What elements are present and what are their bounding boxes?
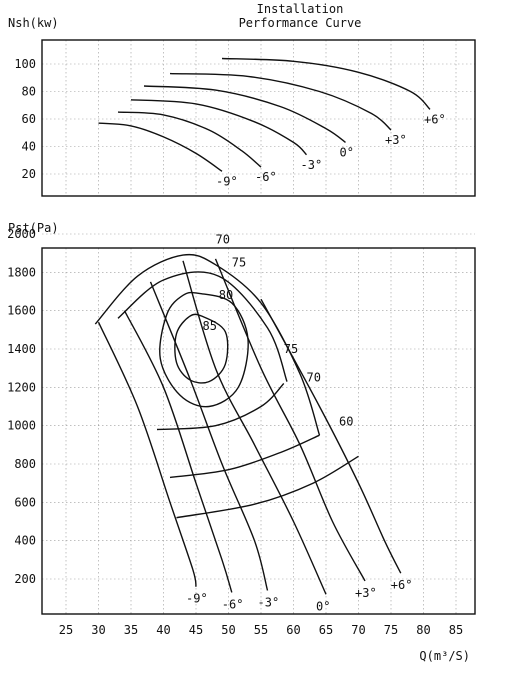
pressure-y-tick-label: 1400	[7, 342, 36, 356]
pressure-y-ticks: 200 400 600 800 1000 1200 1400 1600 1800 2000	[7, 227, 36, 586]
pressure-y-tick-label: 1000	[7, 419, 36, 433]
blade-angle-curve	[97, 321, 197, 587]
x-tick-label: 50	[221, 623, 235, 637]
x-tick-label: 25	[59, 623, 73, 637]
efficiency-label: 75	[284, 342, 298, 356]
bottom-y-axis-label: Pst(Pa)	[8, 221, 59, 235]
x-tick-label: 60	[286, 623, 300, 637]
power-curve	[117, 111, 262, 168]
x-axis-ticks: 25 30 35 40 45 50 55 60 65 70 75 80 85	[59, 623, 463, 637]
blade-angle-label: +6°	[391, 578, 413, 592]
pressure-y-tick-label: 200	[14, 572, 36, 586]
top-y-axis-label: Nsh(kw)	[8, 16, 59, 30]
x-tick-label: 85	[449, 623, 463, 637]
x-tick-label: 35	[124, 623, 138, 637]
x-tick-label: 30	[91, 623, 105, 637]
pressure-panel-frame	[41, 247, 476, 615]
x-tick-label: 55	[254, 623, 268, 637]
power-y-ticks: 20 40 60 80 100	[14, 57, 36, 181]
x-tick-label: 65	[319, 623, 333, 637]
pressure-y-tick-label: 2000	[7, 227, 36, 241]
power-curve-labels: -9° -6° -3° 0° +3° +6°	[216, 112, 446, 188]
power-panel-frame	[41, 39, 476, 197]
power-curve	[143, 85, 346, 143]
efficiency-label: 70	[307, 371, 321, 385]
power-curve	[221, 57, 431, 110]
x-axis-label: Q(m³/S)	[419, 649, 470, 663]
x-tick-label: 75	[384, 623, 398, 637]
efficiency-label: 85	[203, 319, 217, 333]
pressure-y-tick-label: 800	[14, 457, 36, 471]
blade-angle-curve	[149, 281, 269, 591]
power-curve-label: -3°	[301, 158, 323, 172]
blade-angle-labels: -9° -6° 0° -3° +3° +6°	[186, 578, 412, 613]
power-curve	[98, 122, 223, 172]
power-curve-label: -9°	[216, 174, 238, 188]
efficiency-label: 60	[339, 415, 353, 429]
efficiency-contour	[159, 291, 249, 408]
efficiency-label: 75	[232, 256, 246, 270]
efficiency-curves	[94, 253, 359, 519]
power-y-tick-label: 40	[22, 140, 36, 154]
pressure-y-tick-label: 600	[14, 495, 36, 509]
efficiency-label: 70	[216, 233, 230, 247]
x-tick-label: 80	[416, 623, 430, 637]
x-tick-label: 40	[156, 623, 170, 637]
efficiency-contour	[174, 313, 229, 384]
efficiency-arc	[117, 271, 288, 382]
power-curve	[169, 72, 392, 131]
power-y-tick-label: 60	[22, 112, 36, 126]
x-tick-label: 70	[351, 623, 365, 637]
blade-angle-label: -6°	[222, 597, 244, 611]
power-y-tick-label: 80	[22, 85, 36, 99]
efficiency-arc	[156, 383, 285, 431]
blade-angle-label: 0°	[316, 599, 330, 613]
pressure-y-tick-label: 1600	[7, 304, 36, 318]
power-curves	[98, 57, 431, 172]
blade-angle-curve	[123, 310, 233, 593]
efficiency-arc	[169, 434, 320, 479]
blade-angle-curve	[260, 298, 402, 574]
power-panel: 20 40 60 80 100 -9° -6° -3° 0° +3° +6°	[14, 39, 476, 197]
power-curve-label: -6°	[255, 170, 277, 184]
power-grid	[42, 40, 475, 196]
blade-angle-label: -9°	[186, 592, 208, 606]
pressure-y-tick-label: 400	[14, 534, 36, 548]
power-y-tick-label: 100	[14, 57, 36, 71]
blade-angle-label: +3°	[355, 586, 377, 600]
chart-title: Installation	[257, 2, 344, 16]
pressure-y-tick-label: 1200	[7, 380, 36, 394]
pressure-y-tick-label: 1800	[7, 265, 36, 279]
efficiency-arc	[176, 455, 359, 519]
efficiency-label: 80	[219, 288, 233, 302]
chart-subtitle: Performance Curve	[239, 16, 362, 30]
blade-angle-curve	[182, 260, 327, 595]
power-curve-label: 0°	[340, 145, 354, 159]
x-tick-label: 45	[189, 623, 203, 637]
blade-angle-curves	[97, 258, 402, 595]
efficiency-arc	[94, 253, 321, 436]
power-curve	[130, 99, 308, 156]
blade-angle-label: -3°	[258, 596, 280, 610]
pressure-grid	[42, 233, 475, 614]
blade-angle-curve	[214, 258, 366, 582]
power-curve-label: +3°	[385, 133, 407, 147]
power-y-tick-label: 20	[22, 167, 36, 181]
power-curve-label: +6°	[424, 112, 446, 126]
